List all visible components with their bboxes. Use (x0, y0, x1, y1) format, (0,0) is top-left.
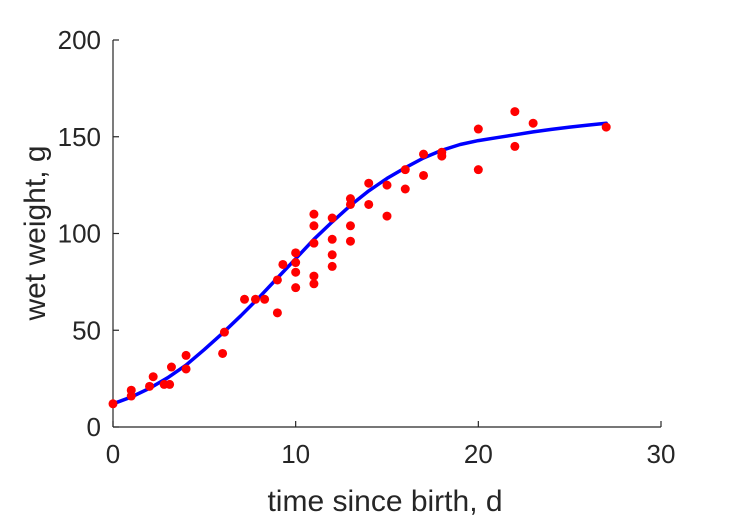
data-point (528, 118, 538, 128)
data-point (400, 184, 410, 194)
data-point (309, 209, 319, 219)
data-point (345, 194, 355, 204)
data-point (327, 234, 337, 244)
data-point (345, 221, 355, 231)
data-point (240, 294, 250, 304)
data-point (327, 250, 337, 260)
data-point (291, 258, 301, 268)
data-point (166, 362, 176, 372)
x-tick-label: 10 (281, 439, 310, 469)
data-point (473, 165, 483, 175)
data-point (272, 275, 282, 285)
data-point (309, 271, 319, 281)
y-tick-label: 150 (58, 122, 101, 152)
data-point (327, 213, 337, 223)
data-point (327, 261, 337, 271)
data-point (382, 211, 392, 221)
data-point (250, 294, 260, 304)
data-point (181, 364, 191, 374)
data-point (309, 221, 319, 231)
data-point (382, 180, 392, 190)
data-point (145, 381, 155, 391)
data-point (278, 259, 288, 269)
data-point (400, 165, 410, 175)
data-point (309, 279, 319, 289)
data-point (260, 294, 270, 304)
fit-line (111, 121, 608, 406)
data-point (126, 385, 136, 395)
axes (112, 40, 661, 428)
data-point (364, 199, 374, 209)
data-point (291, 267, 301, 277)
x-tick-label: 30 (647, 439, 676, 469)
data-point (309, 238, 319, 248)
data-point (218, 348, 228, 358)
y-tick-label: 50 (72, 315, 101, 345)
data-point (291, 283, 301, 293)
data-point (510, 141, 520, 151)
data-point (601, 122, 611, 132)
data-point (108, 399, 118, 409)
x-tick-label: 20 (464, 439, 493, 469)
data-point (345, 236, 355, 246)
data-point (473, 124, 483, 134)
data-point (419, 170, 429, 180)
data-point (219, 327, 229, 337)
y-axis-label: wet weight, g (19, 145, 52, 321)
data-points (108, 107, 611, 409)
data-point (437, 147, 447, 157)
data-point (364, 178, 374, 188)
data-point (510, 107, 520, 117)
data-point (181, 350, 191, 360)
y-tick-label: 200 (58, 25, 101, 55)
data-point (419, 149, 429, 159)
ticks: 0 10 20 30 0 50 100 150 200 (58, 25, 676, 469)
y-tick-label: 0 (87, 412, 101, 442)
y-tick-label: 100 (58, 219, 101, 249)
x-tick-label: 0 (106, 439, 120, 469)
data-point (291, 248, 301, 258)
data-point (165, 379, 175, 389)
fitted-curve (111, 121, 608, 406)
x-axis-label: time since birth, d (267, 485, 502, 518)
data-point (148, 372, 158, 382)
data-point (272, 308, 282, 318)
